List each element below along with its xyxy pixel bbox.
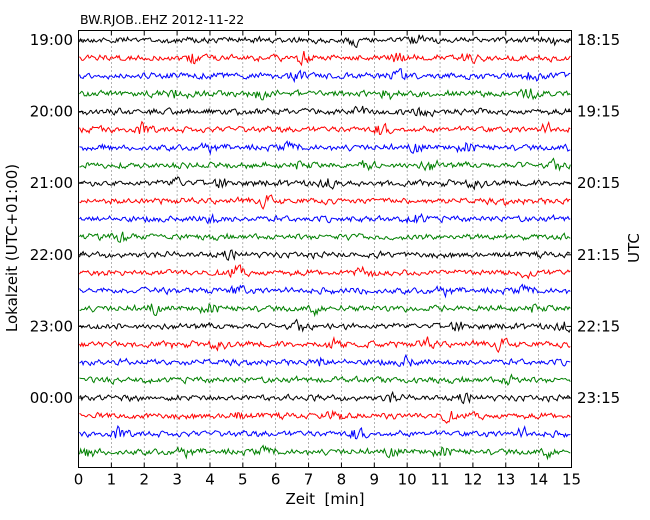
seismogram-trace bbox=[79, 390, 571, 405]
left-axis-label: Lokalzeit (UTC+01:00) bbox=[3, 164, 21, 332]
seismogram-trace bbox=[79, 157, 571, 172]
left-ticks: 19:00 20:00 21:00 22:00 23:00 00:00 bbox=[30, 31, 84, 407]
seismogram-trace bbox=[79, 409, 571, 424]
seismogram-trace bbox=[79, 34, 571, 49]
seismogram-trace bbox=[79, 373, 571, 386]
seismogram-trace bbox=[79, 140, 571, 156]
x-tick-label: 8 bbox=[337, 471, 347, 489]
x-tick-label: 5 bbox=[238, 471, 248, 489]
right-tick-label: 21:15 bbox=[577, 246, 620, 264]
plot-frame bbox=[78, 30, 572, 468]
seismogram-trace bbox=[79, 249, 571, 262]
traces bbox=[79, 34, 571, 461]
x-tick-label: 12 bbox=[463, 471, 482, 489]
right-tick-label: 20:15 bbox=[577, 174, 620, 192]
right-ticks: 18:15 19:15 20:15 21:15 22:15 23:15 bbox=[566, 31, 620, 407]
x-tick-label: 2 bbox=[139, 471, 149, 489]
x-tick-label: 4 bbox=[205, 471, 215, 489]
seismogram-trace bbox=[79, 283, 571, 299]
x-tick-label: 10 bbox=[398, 471, 417, 489]
left-tick-label: 20:00 bbox=[30, 103, 73, 121]
seismogram-trace bbox=[79, 264, 571, 280]
x-tick-label: 1 bbox=[107, 471, 117, 489]
x-ticks: 0 1 2 3 4 5 6 7 8 9 10 11 12 13 14 15 bbox=[74, 30, 581, 489]
seismogram-trace bbox=[79, 176, 571, 191]
seismogram-trace bbox=[79, 88, 571, 101]
seismogram-trace bbox=[79, 194, 571, 210]
x-tick-label: 14 bbox=[529, 471, 548, 489]
left-tick-label: 23:00 bbox=[30, 317, 73, 335]
seismogram-trace bbox=[79, 444, 571, 461]
seismogram-trace bbox=[79, 68, 571, 84]
seismogram-trace bbox=[79, 51, 571, 67]
right-tick-label: 23:15 bbox=[577, 389, 620, 407]
x-tick-label: 11 bbox=[430, 471, 449, 489]
seismogram-trace bbox=[79, 318, 571, 334]
x-grid-lines bbox=[111, 30, 539, 468]
x-tick-label: 9 bbox=[370, 471, 380, 489]
right-tick-label: 18:15 bbox=[577, 31, 620, 49]
seismogram-trace bbox=[79, 120, 571, 136]
x-tick-label: 13 bbox=[496, 471, 515, 489]
seismogram-trace bbox=[79, 231, 571, 243]
right-axis-label: UTC bbox=[625, 233, 643, 263]
seismogram-trace bbox=[79, 105, 571, 118]
seismogram-trace bbox=[79, 212, 571, 225]
seismogram-trace bbox=[79, 424, 571, 440]
right-tick-label: 19:15 bbox=[577, 103, 620, 121]
chart-title: BW.RJOB..EHZ 2012-11-22 bbox=[80, 12, 244, 27]
x-tick-label: 3 bbox=[172, 471, 182, 489]
seismogram-trace bbox=[79, 302, 571, 318]
left-tick-label: 00:00 bbox=[30, 389, 73, 407]
x-axis-label: Zeit [min] bbox=[285, 490, 364, 508]
left-tick-label: 22:00 bbox=[30, 246, 73, 264]
x-tick-label: 6 bbox=[271, 471, 281, 489]
x-tick-label: 15 bbox=[562, 471, 581, 489]
left-tick-label: 21:00 bbox=[30, 174, 73, 192]
right-tick-label: 22:15 bbox=[577, 317, 620, 335]
left-tick-label: 19:00 bbox=[30, 31, 73, 49]
seismogram-trace bbox=[79, 353, 571, 367]
x-tick-label: 0 bbox=[74, 471, 84, 489]
seismogram-trace bbox=[79, 336, 571, 354]
x-tick-label: 7 bbox=[304, 471, 314, 489]
